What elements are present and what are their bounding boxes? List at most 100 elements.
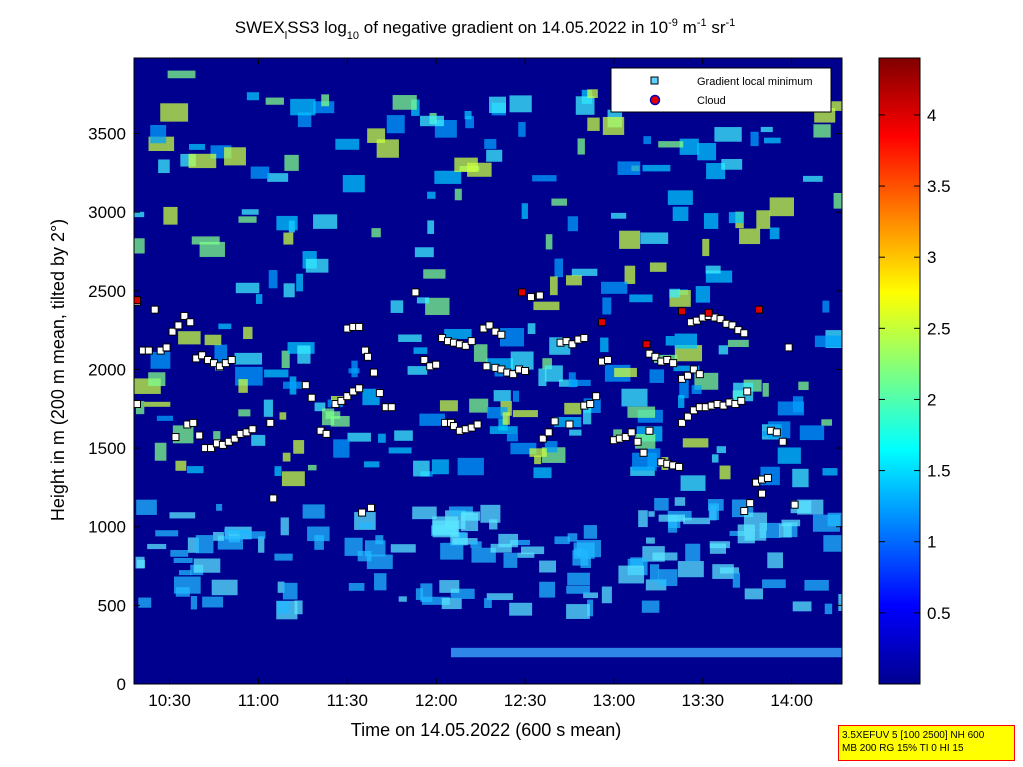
heatmap-cell [335,138,360,150]
heatmap-cell [534,455,542,465]
heatmap-cell [679,380,689,399]
heatmap-cell [678,395,685,408]
info-line-2: MB 200 RG 15% TI 0 HI 15 [842,743,964,754]
heatmap-cell [293,440,305,454]
gradient-minimum-marker [740,506,749,515]
heatmap-cell [509,539,530,546]
heatmap-cell [568,372,576,388]
gradient-minimum-marker [678,418,687,427]
heatmap-cell [762,383,769,397]
heatmap-cell [371,228,381,238]
heatmap-cell [297,112,312,128]
gradient-minimum-marker [633,437,642,446]
gradient-minimum-marker [467,337,476,346]
heatmap-cell [841,586,842,597]
heatmap-cell [551,198,568,206]
heatmap-cell [255,294,263,304]
gradient-minimum-marker [763,473,772,482]
gradient-minimum-marker [497,330,506,339]
heatmap-cell [646,537,655,544]
colorbar-tick-label: 1.5 [927,462,951,481]
gradient-minimum-marker [364,352,373,361]
heatmap-cell [502,412,510,425]
heatmap-cell [134,238,145,254]
heatmap-cell [576,540,602,558]
heatmap-cell [218,323,232,330]
gradient-minimum-marker [675,462,684,471]
heatmap-cell [729,530,746,536]
heatmap-cell [359,522,373,529]
heatmap-cell [587,117,600,131]
heatmap-cell [728,212,744,224]
gradient-minimum-marker [737,396,746,405]
heatmap-cell [297,345,311,364]
heatmap-cell [617,161,641,175]
gradient-minimum-marker [758,489,767,498]
heatmap-cell [434,170,462,184]
gradient-minimum-marker [740,329,749,338]
heatmap-cell [283,381,308,389]
heatmap-cell [814,335,842,348]
heatmap-cell [305,258,329,273]
heatmap-cell [322,408,335,426]
heatmap-cell [587,599,594,617]
gradient-minimum-marker [168,327,177,336]
heatmap-cell [347,432,371,442]
heatmap-cell [216,503,223,511]
heatmap-cell [235,282,260,294]
gradient-minimum-marker [645,426,654,435]
gradient-minimum-marker [538,434,547,443]
heatmap-cell [714,127,742,142]
heatmap-cell [583,592,599,599]
heatmap-cell [602,297,612,315]
heatmap-cell [601,281,628,294]
x-tick-label: 12:00 [415,691,458,710]
heatmap-cell [263,399,273,417]
gradient-minimum-marker [171,433,180,442]
gradient-minimum-marker [248,425,257,434]
heatmap-cell [764,137,781,144]
heatmap-cell [186,466,204,474]
heatmap-cell [565,275,582,286]
heatmap-cell [148,372,166,387]
heatmap-cell [313,101,335,114]
heatmap-cell [721,158,743,170]
y-tick-label: 3000 [88,203,126,222]
heatmap-cell [821,419,833,426]
heatmap-cell [454,188,462,201]
heatmap-cell [493,390,511,402]
heatmap-cell [178,331,201,345]
gradient-minimum-marker [358,508,367,517]
heatmap-cell [767,552,783,569]
heatmap-cell [691,385,702,395]
heatmap-cell [489,519,498,530]
heatmap-cell [506,433,518,442]
heatmap-cell [600,337,609,353]
heatmap-cell [188,153,217,169]
heatmap-cell [510,351,534,370]
heatmap-cell [431,459,449,475]
heatmap-cell [532,175,557,182]
heatmap-cell [518,122,526,137]
gradient-minimum-marker [195,431,204,440]
heatmap-cell [195,535,214,554]
gradient-minimum-marker [586,400,595,409]
heatmap-cell [238,409,251,417]
heatmap-cell [709,543,727,554]
x-tick-label: 13:30 [681,691,724,710]
heatmap-cell [558,379,578,387]
legend-square-marker [650,76,659,85]
heatmap-cell [695,286,711,303]
heatmap-cell [420,583,433,602]
heatmap-cell [471,547,496,563]
gradient-minimum-marker [411,288,420,297]
heatmap-cell [224,147,246,166]
heatmap-cell [732,572,741,588]
heatmap-cell [674,497,686,506]
heatmap-cell [658,569,678,587]
heatmap-cell [824,603,833,615]
heatmap-cell [571,379,591,386]
x-tick-label: 14:00 [770,691,813,710]
gradient-minimum-marker [544,428,553,437]
heatmap-cell [454,157,478,172]
